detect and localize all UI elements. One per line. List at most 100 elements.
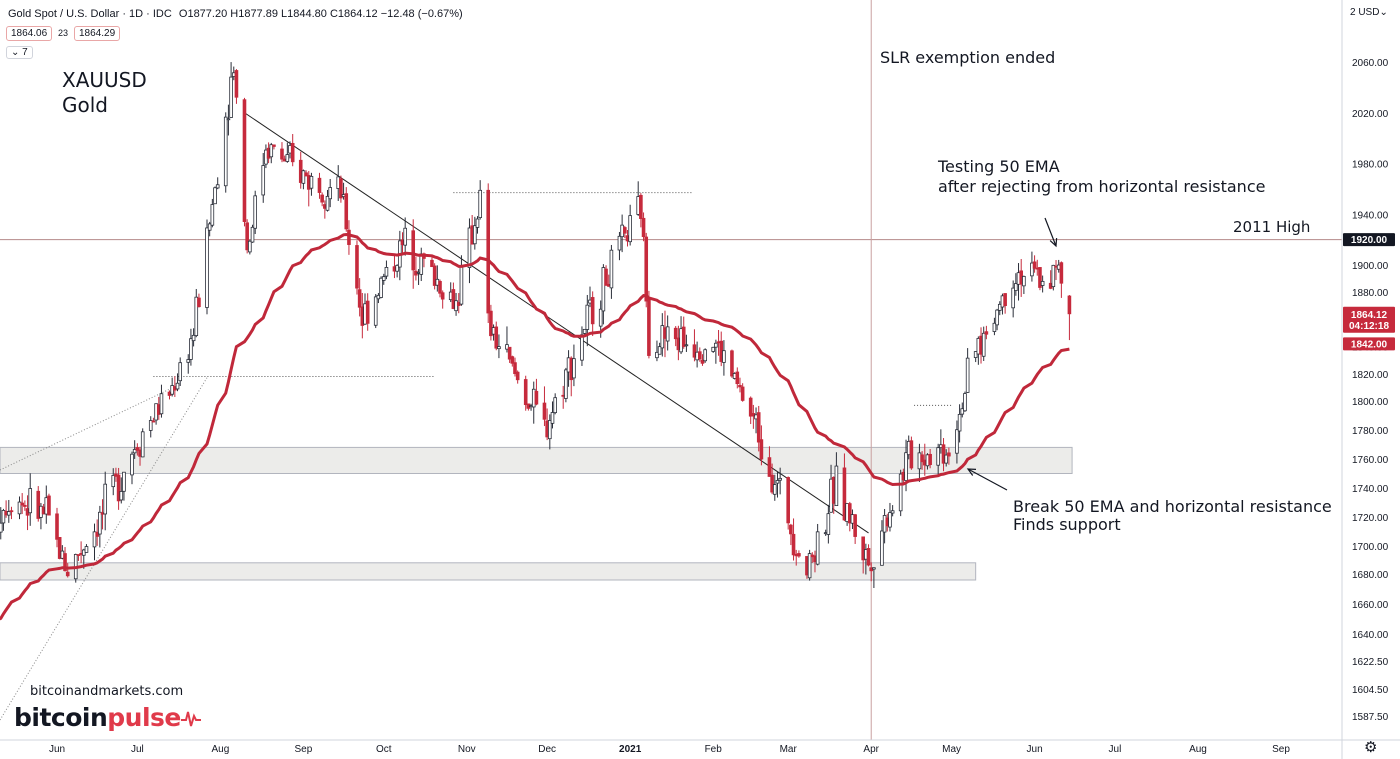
candle bbox=[872, 567, 876, 589]
indicators-collapse-button[interactable]: ⌄ 7 bbox=[6, 46, 33, 59]
logo-text-pulse: pulse bbox=[107, 703, 181, 732]
symbol-header: Gold Spot / U.S. Dollar · 1D · IDC O1877… bbox=[8, 8, 463, 20]
ask-price[interactable]: 1864.29 bbox=[74, 26, 121, 41]
svg-text:1842.00: 1842.00 bbox=[1351, 339, 1388, 350]
candle bbox=[866, 544, 871, 567]
candle bbox=[984, 325, 989, 340]
candle bbox=[210, 198, 215, 228]
candle bbox=[947, 447, 951, 465]
candle bbox=[328, 178, 332, 208]
candle bbox=[641, 212, 646, 242]
candle bbox=[84, 544, 89, 553]
horizontal-zone-2 bbox=[0, 562, 977, 581]
candle bbox=[223, 112, 228, 193]
x-tick-label: Aug bbox=[211, 744, 229, 755]
candle bbox=[834, 452, 839, 507]
candle bbox=[722, 340, 726, 376]
candle bbox=[197, 293, 201, 308]
candle bbox=[269, 142, 274, 164]
candle bbox=[213, 186, 217, 205]
candle bbox=[797, 550, 801, 558]
candle bbox=[700, 354, 705, 366]
candle bbox=[740, 383, 745, 402]
candle bbox=[489, 304, 493, 341]
candle bbox=[847, 501, 852, 532]
candle bbox=[301, 169, 306, 190]
candle bbox=[778, 467, 782, 495]
candle bbox=[132, 440, 137, 459]
candle bbox=[0, 507, 3, 540]
candle bbox=[325, 189, 330, 212]
candle bbox=[553, 393, 557, 415]
symbol-title: Gold Spot / U.S. Dollar · 1D · IDC bbox=[8, 8, 172, 20]
candle bbox=[941, 438, 946, 472]
gear-icon[interactable]: ⚙ bbox=[1364, 739, 1378, 756]
candle bbox=[714, 339, 718, 364]
break-arrow bbox=[966, 468, 1008, 491]
logo-text-bitcoin: bitcoin bbox=[14, 703, 108, 732]
candle bbox=[564, 367, 568, 403]
candle bbox=[355, 240, 359, 295]
candle bbox=[103, 471, 108, 531]
candle bbox=[936, 443, 940, 477]
candle bbox=[234, 69, 239, 104]
candle bbox=[756, 405, 761, 452]
y-tick-label: 1980.00 bbox=[1352, 160, 1389, 171]
candle bbox=[148, 416, 153, 438]
candle bbox=[432, 263, 437, 290]
watermark-logo: bitcoinpulse bbox=[14, 703, 201, 732]
candle bbox=[1030, 251, 1034, 282]
bid-price[interactable]: 1864.06 bbox=[6, 26, 53, 41]
candle bbox=[542, 386, 547, 427]
candle bbox=[451, 282, 456, 310]
candle bbox=[191, 328, 196, 347]
candle bbox=[957, 404, 962, 443]
candle bbox=[122, 471, 126, 501]
svg-text:04:12:18: 04:12:18 bbox=[1349, 321, 1389, 332]
candle bbox=[507, 346, 512, 363]
candle bbox=[748, 396, 753, 425]
candle bbox=[242, 97, 247, 227]
candle bbox=[944, 449, 949, 467]
candle bbox=[17, 496, 22, 520]
candle bbox=[955, 420, 959, 464]
candle bbox=[628, 204, 632, 246]
candle bbox=[403, 217, 407, 256]
candle bbox=[229, 62, 233, 118]
ohlc-values: O1877.20 H1877.89 L1844.80 C1864.12 −12.… bbox=[178, 8, 463, 20]
candle bbox=[320, 192, 324, 207]
candle bbox=[419, 247, 424, 282]
candle bbox=[20, 493, 24, 514]
candle bbox=[438, 279, 442, 298]
svg-text:1920.00: 1920.00 bbox=[1351, 235, 1388, 246]
y-tick-label: 1700.00 bbox=[1352, 542, 1389, 553]
candle bbox=[475, 216, 480, 234]
candle bbox=[309, 172, 314, 196]
y-tick-label: 1680.00 bbox=[1352, 570, 1389, 581]
x-tick-label: Jun bbox=[49, 744, 65, 755]
candle bbox=[65, 563, 70, 578]
candle bbox=[250, 224, 255, 243]
testing-annotation-line2: after rejecting from horizontal resistan… bbox=[938, 177, 1266, 196]
candle bbox=[384, 260, 389, 280]
candle bbox=[317, 172, 322, 199]
candle bbox=[395, 264, 399, 278]
candle bbox=[36, 486, 41, 522]
x-tick-label: Apr bbox=[863, 744, 879, 755]
candle bbox=[711, 346, 715, 353]
x-tick-label: May bbox=[942, 744, 961, 755]
candle bbox=[657, 342, 662, 355]
ema-layer bbox=[0, 232, 1070, 621]
candle bbox=[280, 142, 284, 163]
candle bbox=[111, 468, 116, 496]
candle bbox=[513, 357, 517, 377]
candle bbox=[617, 231, 622, 261]
candle bbox=[178, 357, 183, 387]
candle bbox=[344, 187, 349, 232]
currency-selector[interactable]: 2 USD⌄ bbox=[1350, 7, 1388, 18]
candle bbox=[1038, 267, 1042, 291]
candle bbox=[379, 276, 383, 299]
y-tick-label: 1622.50 bbox=[1352, 657, 1389, 668]
